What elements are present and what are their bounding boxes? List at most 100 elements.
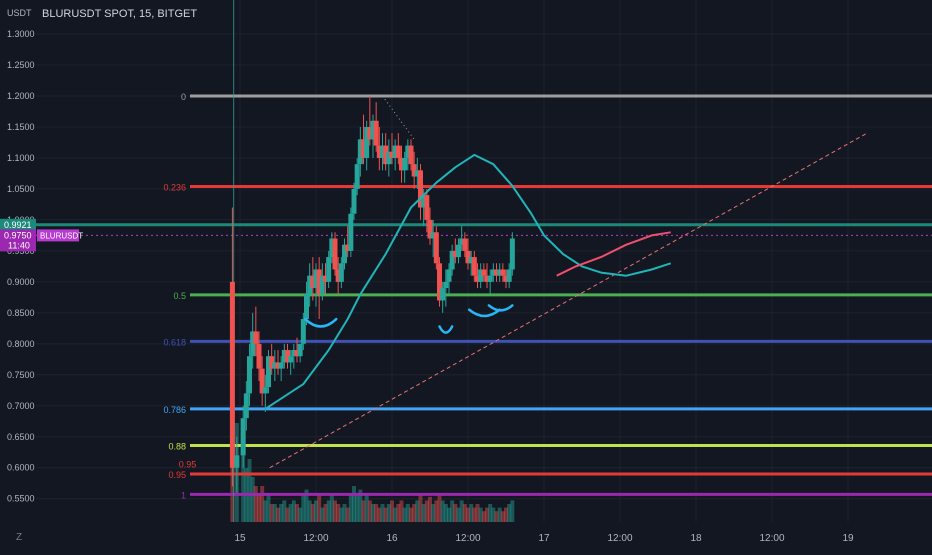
candle-body — [285, 350, 290, 363]
candle-body — [272, 362, 278, 369]
candle-body — [490, 269, 496, 276]
x-tick-label: 12:00 — [759, 533, 784, 544]
y-tick-label: 1.2500 — [7, 60, 35, 70]
volume-bar — [371, 504, 375, 522]
candle-body — [443, 281, 449, 289]
volume-bar — [342, 504, 347, 522]
volume-bar — [402, 507, 407, 522]
x-tick-label: 18 — [690, 533, 702, 544]
candle-body — [329, 238, 335, 258]
volume-bar — [241, 450, 246, 522]
volume-bar — [405, 504, 410, 522]
volume-bar — [279, 504, 284, 522]
candle-body — [253, 331, 259, 344]
volume-bar — [409, 507, 413, 522]
price-label-box — [0, 229, 36, 252]
candle-body — [300, 319, 306, 344]
candle-body — [421, 195, 427, 208]
candle-body — [440, 288, 446, 301]
time-axis[interactable]: 15 12:00 16 12:00 17 12:00 18 12:00 19 — [234, 533, 854, 544]
volume-bar — [345, 507, 350, 522]
x-tick-label: 12:00 — [607, 533, 632, 544]
volume-bar — [491, 507, 496, 522]
symbol-badge — [37, 229, 79, 242]
candle-body — [262, 387, 268, 394]
volume-bar — [390, 500, 394, 522]
volume-bar — [307, 500, 312, 522]
volume-bar — [434, 500, 439, 522]
volume-bar — [440, 500, 445, 522]
volume-bar — [453, 504, 458, 522]
volume-bar — [478, 507, 483, 522]
candle-body — [430, 232, 436, 239]
candle-body — [459, 238, 465, 245]
fib-level-label: 0.618 — [163, 337, 186, 347]
volume-bar — [428, 496, 432, 522]
candle-body — [266, 356, 271, 388]
y-tick-label: 0.9000 — [7, 277, 35, 287]
volume-bar — [393, 507, 398, 522]
volume-bar — [295, 504, 299, 522]
moving-average-teal — [264, 153, 672, 410]
y-unit-label: USDT — [7, 8, 32, 18]
z-logo-icon[interactable]: Z — [16, 532, 22, 543]
volume-bar — [466, 507, 470, 522]
candle-body — [494, 269, 499, 276]
volume-bar — [459, 500, 464, 522]
candle-body — [402, 157, 408, 171]
volume-bar — [263, 500, 268, 522]
y-tick-label: 1.0500 — [7, 184, 35, 194]
fib-level-label: 0 — [181, 92, 186, 102]
y-tick-label: 0.6500 — [7, 432, 35, 442]
volume-bar — [383, 507, 388, 522]
price-label-box — [0, 218, 36, 231]
volume-bar — [488, 504, 493, 522]
candle-body — [471, 257, 477, 276]
volume-bar — [462, 504, 467, 522]
x-tick-label: 19 — [842, 533, 854, 544]
candle-body — [433, 232, 439, 264]
candle-body — [323, 275, 328, 282]
candle-body — [275, 362, 281, 369]
candle-body — [411, 164, 417, 177]
candle-body — [278, 362, 284, 369]
x-tick-label: 15 — [234, 533, 246, 544]
candle-body — [234, 455, 240, 468]
candle-body — [338, 263, 344, 282]
peak-dotted-line — [382, 95, 415, 140]
fib-level-label: 1 — [181, 490, 186, 500]
candle-body — [468, 257, 474, 264]
price-axis[interactable]: 1.30001.25001.20001.15001.10001.05001.00… — [0, 29, 83, 504]
volume-bar — [317, 495, 322, 522]
volume-bar — [497, 507, 502, 522]
candle-body — [243, 393, 249, 419]
symbol-badge-text: BLURUSDT — [40, 231, 83, 240]
candle-body — [424, 195, 430, 220]
volume-bar — [424, 500, 429, 522]
y-tick-label: 0.7500 — [7, 370, 35, 380]
y-tick-label: 0.7000 — [7, 401, 35, 411]
volume-bar — [336, 504, 341, 522]
price-label-text: 0.9750 — [4, 230, 32, 240]
candle-body — [364, 126, 370, 158]
y-tick-label: 1.1000 — [7, 153, 35, 163]
fib-level-label: 0.5 — [173, 291, 186, 301]
candle-body — [310, 275, 316, 289]
fib-level-label: 0.88 — [168, 441, 186, 451]
candle-body — [465, 250, 471, 264]
y-tick-label: 0.5500 — [7, 494, 35, 504]
candle-body — [462, 238, 468, 251]
candle-body — [342, 244, 347, 264]
volume-bar — [276, 507, 280, 522]
fib-extra-label: 0.95 — [179, 460, 197, 470]
candle-body — [376, 145, 382, 158]
volume-bar — [412, 504, 417, 522]
fibonacci-levels: 0 0.236 0.5 0.618 0.786 0.88 0.95 1 0.95 — [163, 92, 932, 500]
moving-average-pink — [556, 231, 671, 277]
cup-marks — [303, 304, 514, 334]
volume-bar — [352, 486, 356, 522]
x-tick-label: 17 — [538, 533, 550, 544]
volume-bar — [507, 504, 512, 522]
